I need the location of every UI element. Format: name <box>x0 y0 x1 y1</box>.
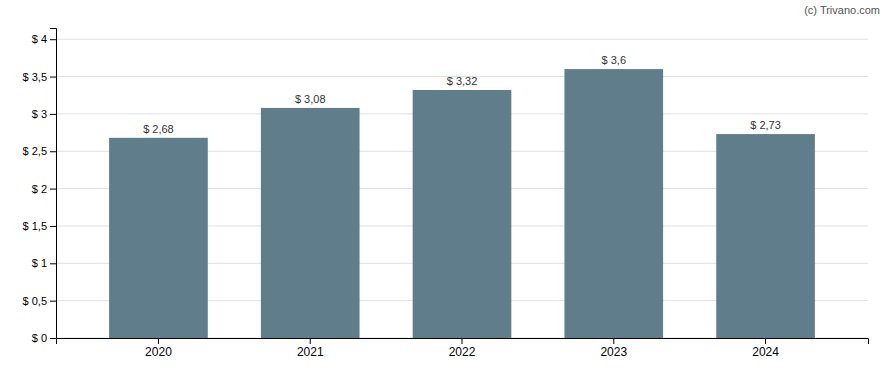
tick-label: 2022 <box>449 345 476 359</box>
tick: 2021 <box>297 338 324 359</box>
tick: $ 0 <box>32 332 56 344</box>
tick-mark <box>50 151 56 152</box>
tick: $ 0,5 <box>23 295 56 307</box>
tick-mark <box>50 77 56 78</box>
tick-mark <box>50 263 56 264</box>
x-axis: 2020 2021 2022 2023 2024 <box>57 338 869 359</box>
tick-label: 2023 <box>600 345 627 359</box>
annotation: (c) Trivano.com <box>804 4 880 16</box>
tick-mark <box>50 226 56 227</box>
tick-mark <box>50 338 56 339</box>
data-label: $ 3,6 <box>602 54 626 66</box>
tick: 2024 <box>752 338 779 359</box>
tick-label: $ 2,5 <box>23 145 47 157</box>
y-axis: $ 0 $ 0,5 $ 1 $ 1,5 $ 2 $ 2,5 $ 3 $ 3,5 $ 4 <box>23 29 57 345</box>
tick: 2022 <box>449 338 476 359</box>
tick: $ 1 <box>32 257 56 269</box>
tick: 2020 <box>145 338 172 359</box>
grid <box>56 39 868 338</box>
bar <box>109 138 208 338</box>
tick-label: $ 2 <box>32 183 47 195</box>
tick-label: $ 3,5 <box>23 71 47 83</box>
tick-label: $ 0 <box>32 332 47 344</box>
tick-label: $ 1 <box>32 257 47 269</box>
tick-label: $ 0,5 <box>23 295 47 307</box>
tick: $ 2,5 <box>23 145 56 157</box>
plot: $ 0$ 0,5$ 1$ 1,5$ 2$ 2,5$ 3$ 3,5$ 420202… <box>23 29 869 359</box>
tick: $ 2 <box>32 183 56 195</box>
data-label: $ 3,32 <box>447 75 478 87</box>
tick: 2023 <box>600 338 627 359</box>
tick-label: $ 4 <box>32 33 47 45</box>
tick-label: 2021 <box>297 345 324 359</box>
tick-mark <box>613 338 614 344</box>
tick-mark <box>50 189 56 190</box>
tick-mark <box>50 114 56 115</box>
tick-mark <box>462 338 463 344</box>
bar <box>716 134 815 338</box>
data-label: $ 3,08 <box>295 93 326 105</box>
tick-label: 2024 <box>752 345 779 359</box>
bars <box>109 69 815 338</box>
axis-line <box>57 339 869 345</box>
grid-line <box>56 39 868 40</box>
tick: $ 4 <box>32 33 56 45</box>
data-label: $ 2,68 <box>143 123 174 135</box>
tick-label: 2020 <box>145 345 172 359</box>
tick-mark <box>50 301 56 302</box>
bar <box>564 69 663 338</box>
bar <box>261 108 360 338</box>
data-labels: $ 2,68 $ 3,08 $ 3,32 $ 3,6 $ 2,73 <box>143 54 781 135</box>
chart: $ 0$ 0,5$ 1$ 1,5$ 2$ 2,5$ 3$ 3,5$ 420202… <box>0 0 888 370</box>
tick-mark <box>310 338 311 344</box>
tick-mark <box>765 338 766 344</box>
tick: $ 3 <box>32 108 56 120</box>
bar <box>413 90 512 338</box>
tick-label: $ 3 <box>32 108 47 120</box>
tick: $ 1,5 <box>23 220 56 232</box>
tick-mark <box>158 338 159 344</box>
data-label: $ 2,73 <box>750 119 781 131</box>
tick-label: $ 1,5 <box>23 220 47 232</box>
axis-line <box>50 29 57 339</box>
tick: $ 3,5 <box>23 71 56 83</box>
tick-mark <box>50 39 56 40</box>
